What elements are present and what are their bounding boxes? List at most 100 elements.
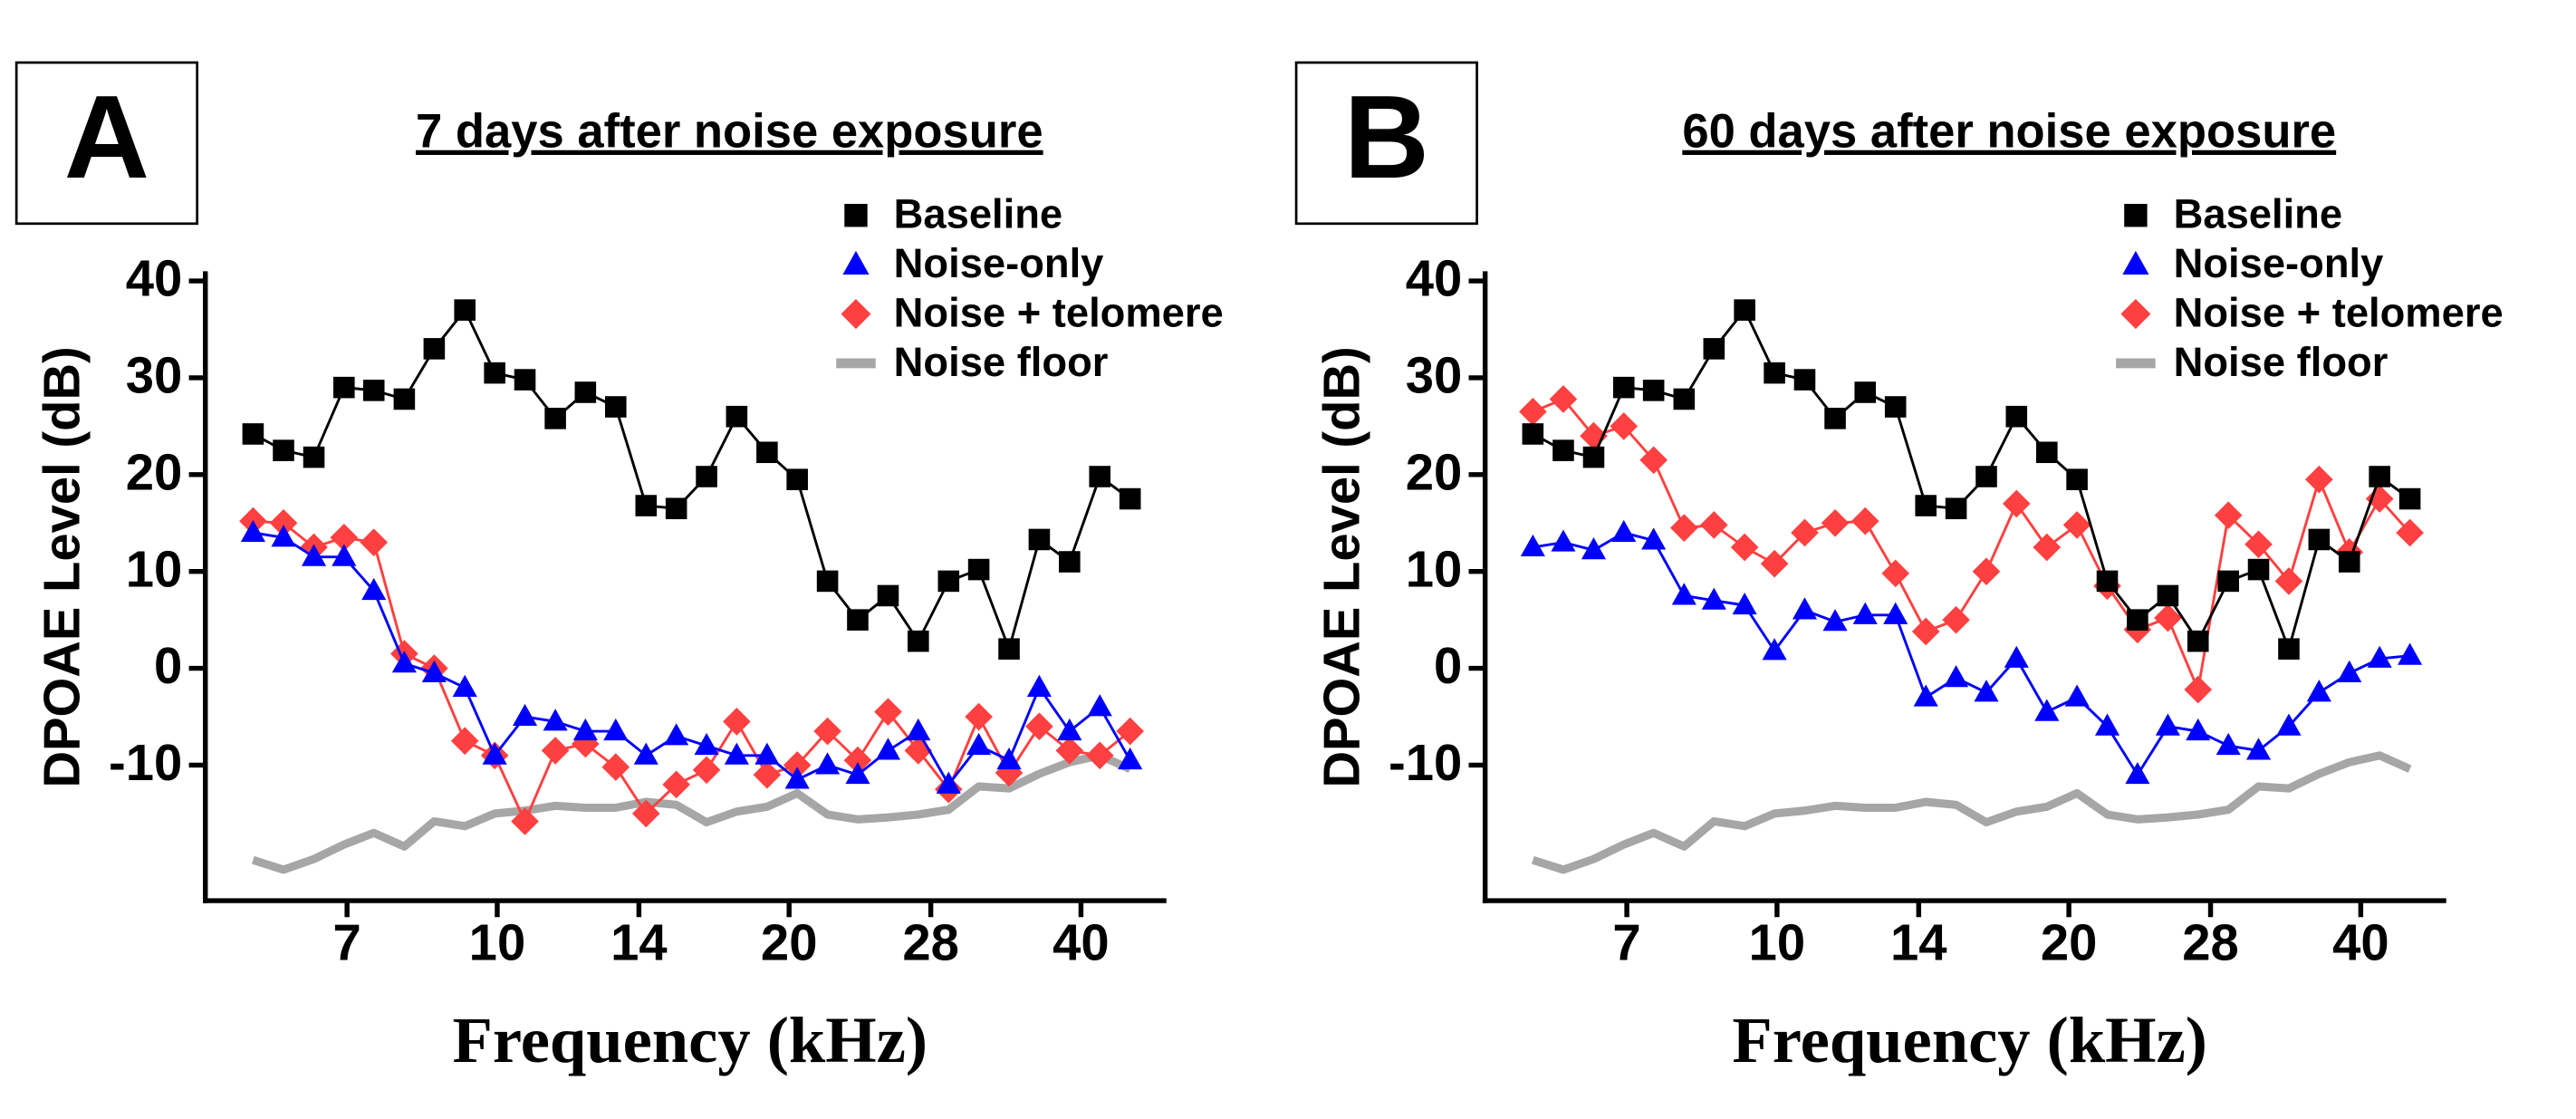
marker-diamond bbox=[1610, 412, 1639, 440]
marker-triangle bbox=[482, 742, 507, 765]
marker-diamond bbox=[2244, 530, 2273, 559]
marker-triangle bbox=[815, 752, 841, 775]
marker-triangle bbox=[633, 742, 658, 765]
marker-square bbox=[1612, 376, 1635, 399]
marker-diamond bbox=[813, 717, 841, 746]
marker-diamond bbox=[1821, 508, 1850, 537]
x-tick-label: 28 bbox=[2182, 914, 2239, 971]
marker-triangle bbox=[1551, 529, 1576, 552]
marker-diamond bbox=[2033, 533, 2062, 562]
marker-square bbox=[937, 570, 960, 593]
marker-diamond bbox=[1549, 385, 1578, 413]
marker-square bbox=[2338, 551, 2360, 573]
marker-square bbox=[1884, 396, 1907, 418]
marker-square bbox=[967, 558, 990, 581]
chart-title: 60 days after noise exposure bbox=[1682, 105, 2336, 159]
marker-triangle bbox=[1520, 534, 1545, 557]
marker-triangle bbox=[2186, 718, 2211, 741]
marker-square bbox=[2124, 204, 2148, 227]
x-tick-label: 28 bbox=[902, 914, 959, 971]
marker-diamond bbox=[2184, 675, 2213, 704]
marker-square bbox=[2005, 405, 2028, 428]
marker-triangle bbox=[2122, 250, 2149, 275]
marker-square bbox=[1119, 487, 1141, 510]
marker-triangle bbox=[2094, 713, 2120, 736]
marker-diamond bbox=[541, 737, 570, 765]
y-tick-label: 10 bbox=[1406, 540, 1463, 597]
chart-title: 7 days after noise exposure bbox=[416, 105, 1043, 159]
x-tick-label: 7 bbox=[333, 914, 361, 971]
marker-diamond bbox=[1911, 617, 1940, 646]
marker-square bbox=[2187, 630, 2209, 652]
x-tick-label: 10 bbox=[1749, 914, 1806, 971]
marker-triangle bbox=[1581, 537, 1607, 560]
marker-diamond bbox=[450, 727, 479, 756]
y-tick-label: 40 bbox=[126, 250, 183, 307]
panel-label-box bbox=[1294, 61, 1478, 226]
marker-diamond bbox=[1881, 559, 1910, 588]
marker-square bbox=[2398, 487, 2421, 510]
marker-square bbox=[877, 584, 899, 607]
marker-square bbox=[2308, 528, 2331, 551]
marker-triangle bbox=[1913, 684, 1938, 707]
marker-square bbox=[635, 495, 658, 516]
y-tick-label: 20 bbox=[1406, 443, 1463, 500]
y-tick-label: 10 bbox=[126, 540, 183, 597]
marker-triangle bbox=[1057, 718, 1082, 741]
marker-triangle bbox=[361, 577, 387, 601]
marker-square bbox=[2096, 570, 2119, 593]
marker-triangle bbox=[1641, 527, 1667, 550]
marker-diamond bbox=[692, 756, 721, 785]
marker-triangle bbox=[1762, 638, 1787, 661]
marker-square bbox=[514, 369, 536, 391]
x-tick-label: 7 bbox=[1612, 914, 1640, 971]
marker-diamond bbox=[1025, 712, 1053, 741]
marker-triangle bbox=[1118, 747, 1143, 770]
marker-triangle bbox=[2155, 713, 2180, 736]
marker-triangle bbox=[1792, 597, 1818, 620]
marker-triangle bbox=[2245, 738, 2272, 760]
marker-diamond bbox=[1730, 533, 1759, 562]
series-line bbox=[252, 751, 1132, 874]
marker-triangle bbox=[2306, 680, 2331, 702]
marker-triangle bbox=[755, 742, 780, 765]
marker-triangle bbox=[875, 738, 901, 760]
marker-square bbox=[2247, 558, 2270, 581]
marker-triangle bbox=[2216, 732, 2241, 756]
marker-diamond bbox=[631, 799, 660, 828]
marker-square bbox=[544, 408, 566, 429]
marker-square bbox=[303, 446, 325, 468]
legend-label: Noise floor bbox=[2174, 339, 2389, 385]
marker-diamond bbox=[2154, 603, 2182, 632]
marker-triangle bbox=[2034, 699, 2060, 721]
y-axis-label: DPOAE Level (dB) bbox=[33, 346, 90, 787]
marker-diamond bbox=[965, 702, 993, 731]
marker-triangle bbox=[2276, 713, 2302, 736]
legend-label: Baseline bbox=[894, 191, 1062, 237]
marker-triangle bbox=[332, 544, 357, 566]
marker-diamond bbox=[843, 746, 872, 775]
x-axis-label: Frequency (kHz) bbox=[1732, 1003, 2207, 1076]
x-tick-label: 40 bbox=[1053, 914, 1110, 971]
marker-triangle bbox=[543, 709, 568, 731]
marker-triangle bbox=[391, 651, 417, 673]
marker-square bbox=[1522, 423, 1544, 445]
marker-triangle bbox=[784, 767, 810, 789]
marker-triangle bbox=[421, 660, 447, 682]
legend-label: Noise + telomere bbox=[2174, 289, 2504, 335]
marker-square bbox=[1642, 380, 1665, 401]
marker-square bbox=[726, 405, 748, 428]
marker-diamond bbox=[1639, 446, 1668, 475]
x-tick-label: 40 bbox=[2332, 914, 2389, 971]
marker-triangle bbox=[664, 723, 689, 746]
marker-square bbox=[1764, 362, 1785, 384]
marker-square bbox=[1824, 408, 1846, 429]
marker-triangle bbox=[1822, 609, 1848, 632]
marker-square bbox=[1059, 551, 1081, 573]
x-tick-label: 20 bbox=[761, 914, 818, 971]
x-tick-label: 10 bbox=[469, 914, 526, 971]
marker-diamond bbox=[1699, 511, 1728, 539]
marker-square bbox=[1703, 338, 1725, 360]
